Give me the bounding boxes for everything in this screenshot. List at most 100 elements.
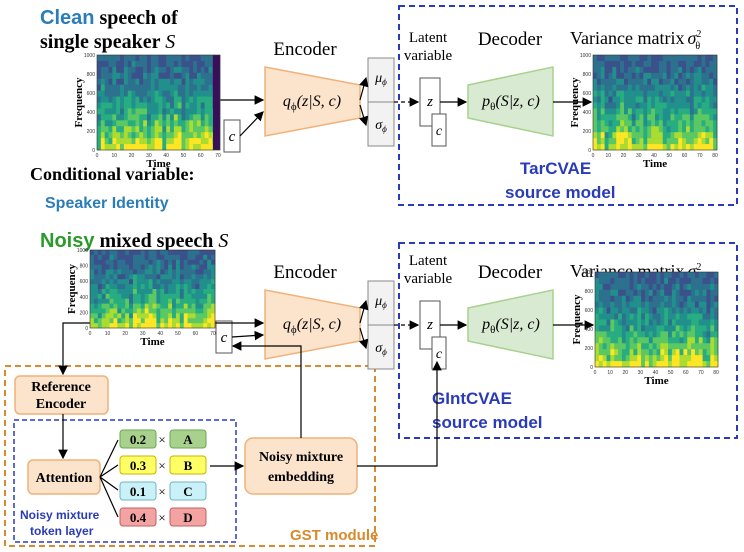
arrow (233, 346, 301, 438)
spectrogram-cell (614, 343, 618, 349)
spectrogram-cell (703, 325, 707, 331)
spectrogram-cell (659, 97, 663, 103)
spectrogram-cell (112, 120, 116, 126)
spectrogram-cell (680, 320, 684, 326)
spectrogram-cell (641, 355, 645, 361)
spectrogram-cell (166, 91, 170, 97)
spectrogram-cell (205, 126, 209, 132)
spectrogram-cell (647, 67, 651, 73)
spectrogram-cell (90, 279, 94, 284)
spectrogram-cell (203, 284, 207, 289)
spectrogram-cell (657, 308, 661, 314)
spectrogram-cell (170, 67, 174, 73)
spectrogram-cell (205, 85, 209, 91)
spectrogram-cell (605, 67, 609, 73)
spectrogram-cell (683, 361, 687, 367)
spectrogram-cell (113, 304, 117, 309)
spectrogram-cell (184, 265, 188, 270)
times: × (158, 458, 165, 473)
spectrogram-cell (101, 138, 105, 144)
attention-label: Attention (36, 471, 93, 486)
spectrogram-cell (135, 97, 139, 103)
x-tick-label: 80 (713, 370, 719, 376)
spectrogram-cell (690, 144, 694, 150)
x-tick-label: 10 (605, 153, 611, 159)
spectrogram-cell (121, 255, 125, 260)
spectrogram-cell (133, 304, 137, 309)
spectrogram-cell (151, 126, 155, 132)
spectrogram-cell (657, 343, 661, 349)
spectrogram-cell (164, 270, 168, 275)
spectrogram-cell (637, 320, 641, 326)
spectrogram-cell (674, 97, 678, 103)
spectrogram-cell (166, 120, 170, 126)
spectrogram-cell (605, 85, 609, 91)
spectrogram-cell (595, 355, 599, 361)
spectrogram-cell (90, 265, 94, 270)
spectrogram-cell (610, 343, 614, 349)
spectrogram-cell (182, 73, 186, 79)
spectrogram-cell (178, 108, 182, 114)
spectrogram-cell (663, 91, 667, 97)
spectrogram-cell (682, 67, 686, 73)
spectrogram-cell (640, 61, 644, 67)
spectrogram-cell (188, 304, 192, 309)
spectrogram-cell (189, 67, 193, 73)
spectrogram-cell (155, 91, 159, 97)
spectrogram-cell (603, 343, 607, 349)
spectrogram-cell (637, 337, 641, 343)
y-tick-label: 600 (87, 91, 96, 97)
spectrogram-cell (643, 108, 647, 114)
spectrogram-cell (149, 250, 153, 255)
spectrogram-cell (633, 296, 637, 302)
spectrogram-cell (636, 55, 640, 61)
spectrogram-cell (145, 299, 149, 304)
spectrogram-cell (678, 67, 682, 73)
spectrogram-cell (698, 97, 702, 103)
spectrogram-cell (655, 144, 659, 150)
spectrogram-cell (641, 349, 645, 355)
spectrogram-cell (698, 55, 702, 61)
spectrogram-cell (101, 114, 105, 120)
spectrogram-cell (143, 67, 147, 73)
spectrogram-cell (151, 55, 155, 61)
spectrogram-cell (120, 97, 124, 103)
spectrogram-cell (180, 255, 184, 260)
spectrogram-cell (605, 73, 609, 79)
spectrogram-cell (709, 91, 713, 97)
spectrogram-cell (645, 355, 649, 361)
spectrogram-cell (649, 314, 653, 320)
spectrogram-cell (97, 144, 101, 150)
spectrogram-cell (132, 144, 136, 150)
spectrogram-cell (197, 79, 201, 85)
spectrogram-cell (593, 79, 597, 85)
spectrogram-cell (182, 67, 186, 73)
spectrogram-cell (97, 55, 101, 61)
spectrogram-cell (184, 250, 188, 255)
spectrogram-cell (636, 79, 640, 85)
spectrogram-cell (203, 255, 207, 260)
spectrogram-cell (603, 290, 607, 296)
spectrogram-cell (687, 278, 691, 284)
spectrogram-cell (168, 250, 172, 255)
spectrogram-cell (672, 290, 676, 296)
spectrogram-cell (632, 67, 636, 73)
spectrogram-cell (691, 349, 695, 355)
arrow (240, 112, 263, 136)
spectrogram-cell (610, 302, 614, 308)
spectrogram-cell (686, 73, 690, 79)
output-label: Variance matrixσ2θ (570, 28, 701, 52)
spectrogram-cell (141, 294, 145, 299)
spectrogram-cell (97, 85, 101, 91)
spectrogram-cell (699, 343, 703, 349)
spectrogram-cell (101, 79, 105, 85)
spectrogram-cell (105, 132, 109, 138)
spectrogram-cell (124, 61, 128, 67)
spectrogram-cell (199, 255, 203, 260)
spectrogram-cell (153, 279, 157, 284)
spectrogram-cell (680, 272, 684, 278)
spectrogram-cell (184, 289, 188, 294)
spectrogram-cell (655, 108, 659, 114)
spectrogram-cell (660, 349, 664, 355)
spectrogram-cell (626, 331, 630, 337)
